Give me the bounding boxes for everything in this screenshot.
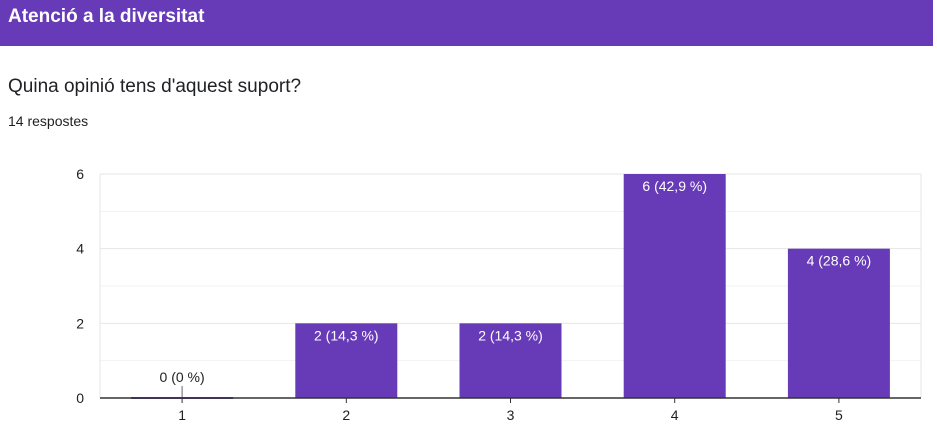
y-tick-label: 2 <box>76 315 84 331</box>
data-label: 0 (0 %) <box>160 369 205 385</box>
bar <box>295 323 398 398</box>
y-tick-label: 4 <box>76 241 84 257</box>
question-title: Quina opinió tens d'aquest suport? <box>8 76 302 97</box>
bar <box>623 174 726 398</box>
y-tick-label: 0 <box>76 390 84 406</box>
bar <box>787 248 890 398</box>
bar <box>459 323 562 398</box>
x-tick-label: 1 <box>178 407 186 423</box>
x-tick-label: 5 <box>835 407 843 423</box>
data-label: 6 (42,9 %) <box>642 178 707 194</box>
data-label: 2 (14,3 %) <box>478 327 543 343</box>
y-tick-label: 6 <box>76 166 84 182</box>
bar-chart: 0 2 4 6 0 (0 %) 1 2 (14,3 %) 2 2 (14,3 %) 3 6 (42,… <box>0 150 937 434</box>
section-header: Atenció a la diversitat <box>0 0 933 46</box>
section-title: Atenció a la diversitat <box>8 6 205 27</box>
data-label: 2 (14,3 %) <box>314 327 379 343</box>
data-label: 4 (28,6 %) <box>807 253 872 269</box>
bar-chart-svg: 0 2 4 6 0 (0 %) 1 2 (14,3 %) 2 2 (14,3 %) 3 6 (42,… <box>76 166 922 423</box>
x-tick-label: 4 <box>671 407 679 423</box>
response-count: 14 respostes <box>8 113 89 129</box>
x-tick-label: 2 <box>342 407 350 423</box>
x-tick-label: 3 <box>507 407 515 423</box>
